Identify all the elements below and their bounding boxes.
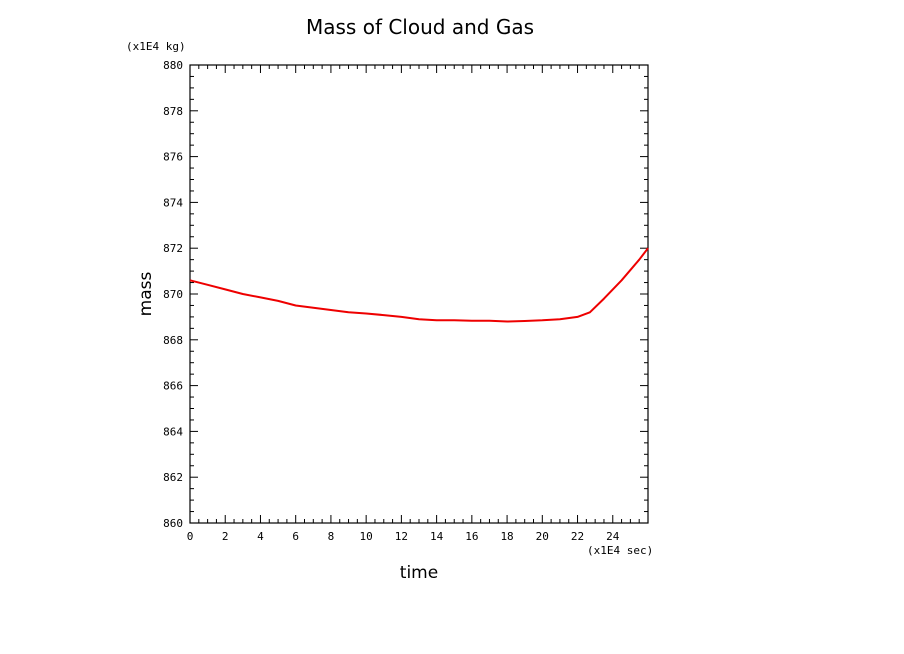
- x-tick-label: 18: [500, 530, 513, 543]
- y-tick-label: 878: [163, 105, 183, 118]
- y-axis-label: mass: [136, 272, 156, 317]
- y-tick-label: 870: [163, 288, 183, 301]
- y-tick-label: 880: [163, 59, 183, 72]
- y-tick-label: 876: [163, 151, 183, 164]
- x-tick-label: 14: [430, 530, 444, 543]
- y-unit-label: (x1E4 kg): [126, 40, 186, 53]
- x-tick-label: 4: [257, 530, 264, 543]
- x-unit-label: (x1E4 sec): [587, 544, 653, 557]
- x-tick-label: 12: [395, 530, 408, 543]
- x-tick-label: 16: [465, 530, 478, 543]
- y-tick-label: 862: [163, 471, 183, 484]
- x-tick-label: 8: [328, 530, 335, 543]
- y-tick-label: 864: [163, 425, 183, 438]
- x-tick-label: 0: [187, 530, 194, 543]
- y-tick-label: 866: [163, 380, 183, 393]
- x-tick-label: 24: [606, 530, 620, 543]
- y-tick-label: 874: [163, 196, 183, 209]
- chart-title: Mass of Cloud and Gas: [306, 15, 534, 39]
- y-tick-label: 868: [163, 334, 183, 347]
- x-tick-label: 20: [536, 530, 549, 543]
- x-tick-label: 10: [360, 530, 373, 543]
- x-tick-label: 2: [222, 530, 229, 543]
- y-tick-label: 872: [163, 242, 183, 255]
- series-line-0: [189, 247, 649, 323]
- x-tick-label: 6: [292, 530, 299, 543]
- y-tick-label: 860: [163, 517, 183, 530]
- x-axis-label: time: [400, 563, 438, 583]
- plot-frame: [189, 64, 649, 524]
- x-tick-label: 22: [571, 530, 584, 543]
